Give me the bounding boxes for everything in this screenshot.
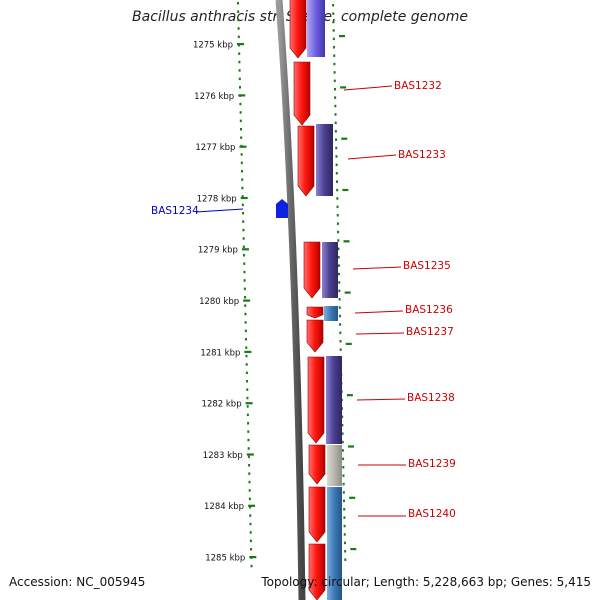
ruler-tick-label: 1276 kbp: [194, 92, 234, 102]
ruler-tick: [349, 496, 356, 499]
gene-leader-line: [352, 266, 402, 270]
gene-leader-line: [195, 208, 244, 213]
forward-gene-arrow[interactable]: [293, 61, 311, 126]
gene-leader-line: [356, 398, 406, 401]
forward-gene-arrow[interactable]: [308, 486, 326, 543]
ruler-tick: [246, 453, 254, 456]
ruler-tick: [241, 248, 249, 251]
ruler-tick: [249, 556, 257, 559]
gene-label-bas1237[interactable]: BAS1237: [406, 326, 454, 338]
gene-track[interactable]: [276, 0, 342, 600]
forward-gene-arrow[interactable]: [297, 125, 315, 197]
ruler-tick: [237, 43, 244, 46]
ruler-tick-label: 1278 kbp: [197, 194, 237, 204]
forward-gene-arrow[interactable]: [308, 444, 326, 485]
forward-gene-arrow[interactable]: [303, 241, 321, 299]
ruler-tick-label: 1279 kbp: [198, 246, 238, 256]
ruler-tick: [239, 145, 247, 148]
gene-label-bas1233[interactable]: BAS1233: [398, 149, 446, 161]
forward-gene-arrow[interactable]: [308, 543, 326, 600]
ruler-tick: [345, 342, 352, 345]
sequence-backbone: [275, 0, 306, 600]
forward-gene-arrow[interactable]: [289, 0, 307, 59]
reverse-gene-box[interactable]: [316, 124, 333, 196]
ruler-tick: [342, 188, 349, 192]
ruler-tick: [244, 350, 252, 353]
genome-summary-text: Topology: circular; Length: 5,228,663 bp…: [261, 575, 591, 589]
ruler-tick-label: 1281 kbp: [200, 348, 240, 358]
kbp-ruler: 1275 kbp 1276 kbp 1277 kbp 1278 kbp 1279 kbp…: [193, 2, 357, 568]
gene-labels[interactable]: BAS1234 BAS1232 BAS1233 BAS1235 BAS1236 BAS12…: [151, 80, 456, 520]
gene-label-bas1239[interactable]: BAS1239: [408, 458, 456, 470]
ruler-tick: [243, 299, 251, 302]
reverse-gene-box[interactable]: [322, 242, 338, 298]
ruler-tick-label: 1285 kbp: [205, 554, 245, 564]
reverse-gene-box[interactable]: [324, 306, 338, 321]
forward-gene-arrow[interactable]: [307, 356, 325, 444]
gene-leader-line: [343, 85, 393, 91]
reverse-gene-box[interactable]: [327, 445, 342, 486]
gene-leader-line: [355, 332, 405, 335]
ruler-tick-label: 1283 kbp: [203, 451, 243, 461]
ruler-tick: [346, 394, 353, 397]
reverse-gene-box[interactable]: [307, 0, 325, 57]
ruler-tick: [348, 445, 355, 448]
gene-label-bas1234[interactable]: BAS1234: [151, 205, 199, 217]
ruler-tick: [248, 504, 256, 507]
gene-label-bas1232[interactable]: BAS1232: [394, 80, 442, 92]
ruler-tick-label: 1284 kbp: [204, 502, 244, 512]
ruler-tick: [339, 35, 345, 38]
ruler-tick: [344, 291, 351, 294]
ruler-tick: [350, 548, 357, 551]
ruler-tick: [245, 402, 253, 405]
ruler-tick-label: 1275 kbp: [193, 41, 233, 51]
forward-gene-arrow[interactable]: [306, 319, 324, 353]
reverse-gene-box[interactable]: [326, 356, 342, 444]
left-gene-marker[interactable]: [276, 199, 288, 218]
ruler-tick: [341, 137, 348, 140]
ruler-tick-label: 1280 kbp: [199, 297, 239, 307]
gene-leader-line: [354, 310, 404, 314]
ruler-tick: [340, 86, 347, 89]
accession-text: Accession: NC_005945: [9, 575, 146, 589]
gene-label-bas1240[interactable]: BAS1240: [408, 508, 456, 520]
ruler-tick: [240, 196, 248, 200]
gene-label-bas1238[interactable]: BAS1238: [407, 392, 455, 404]
ruler-tick-label: 1277 kbp: [195, 143, 235, 153]
sequence-line: [275, 0, 306, 600]
forward-gene-arrow[interactable]: [306, 306, 324, 319]
gene-label-bas1235[interactable]: BAS1235: [403, 260, 451, 272]
ruler-tick: [238, 94, 246, 97]
ruler-tick: [343, 240, 350, 243]
reverse-gene-box[interactable]: [327, 487, 342, 600]
gene-label-bas1236[interactable]: BAS1236: [405, 304, 453, 316]
ruler-tick-label: 1282 kbp: [202, 400, 242, 410]
gene-leader-line: [347, 154, 397, 160]
